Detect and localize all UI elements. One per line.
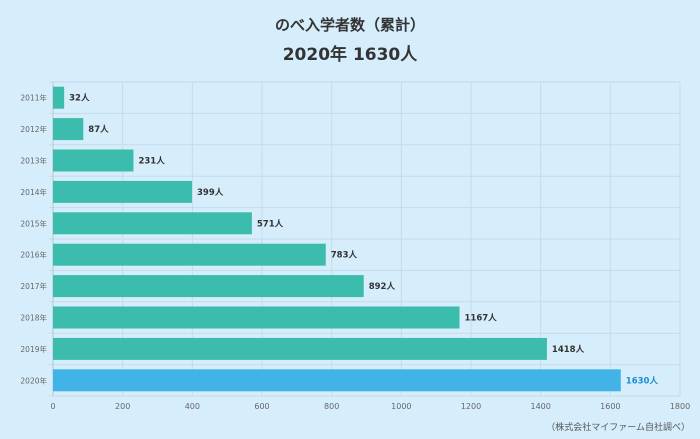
bar-2019年 bbox=[53, 337, 547, 360]
x-tick-label: 1200 bbox=[461, 402, 481, 411]
data-label: 231人 bbox=[138, 156, 165, 167]
x-tick-label: 200 bbox=[115, 402, 130, 411]
y-tick-label: 2018年 bbox=[20, 313, 47, 323]
data-label: 783人 bbox=[331, 250, 358, 261]
y-tick-label: 2014年 bbox=[20, 187, 47, 197]
y-tick-label: 2020年 bbox=[20, 375, 47, 385]
x-tick-label: 400 bbox=[185, 402, 200, 411]
bar-2020年 bbox=[53, 369, 621, 392]
bar-2013年 bbox=[53, 149, 134, 172]
chart-subtitle: 2020年 1630人 bbox=[282, 45, 418, 65]
data-label: 32人 bbox=[69, 93, 90, 104]
bar-2016年 bbox=[53, 243, 326, 266]
bar-2011年 bbox=[53, 86, 65, 109]
bar-2018年 bbox=[53, 306, 460, 329]
bar-2014年 bbox=[53, 180, 192, 203]
y-tick-label: 2017年 bbox=[20, 281, 47, 291]
y-tick-label: 2019年 bbox=[20, 344, 47, 354]
x-tick-label: 0 bbox=[50, 402, 55, 411]
x-tick-label: 1800 bbox=[670, 402, 690, 411]
x-tick-label: 800 bbox=[324, 402, 339, 411]
x-tick-label: 600 bbox=[254, 402, 269, 411]
x-tick-label: 1400 bbox=[530, 402, 550, 411]
source-note: （株式会社マイファーム自社調べ） bbox=[546, 423, 690, 433]
chart-title: のべ入学者数（累計） bbox=[274, 16, 425, 34]
data-label: 1167人 bbox=[465, 313, 498, 324]
data-label: 892人 bbox=[369, 281, 396, 292]
data-label: 1418人 bbox=[552, 344, 585, 355]
y-tick-label: 2016年 bbox=[20, 250, 47, 260]
y-tick-label: 2015年 bbox=[20, 218, 47, 228]
x-tick-label: 1000 bbox=[391, 402, 411, 411]
data-label: 87人 bbox=[88, 124, 109, 135]
y-tick-label: 2011年 bbox=[20, 93, 47, 103]
bar-2017年 bbox=[53, 275, 364, 298]
data-label: 399人 bbox=[197, 187, 224, 198]
bar-2012年 bbox=[53, 118, 84, 141]
data-label: 571人 bbox=[257, 218, 284, 229]
y-tick-label: 2013年 bbox=[20, 156, 47, 166]
x-tick-label: 1600 bbox=[600, 402, 620, 411]
y-tick-label: 2012年 bbox=[20, 124, 47, 134]
data-label: 1630人 bbox=[626, 375, 659, 386]
bar-2015年 bbox=[53, 212, 252, 235]
